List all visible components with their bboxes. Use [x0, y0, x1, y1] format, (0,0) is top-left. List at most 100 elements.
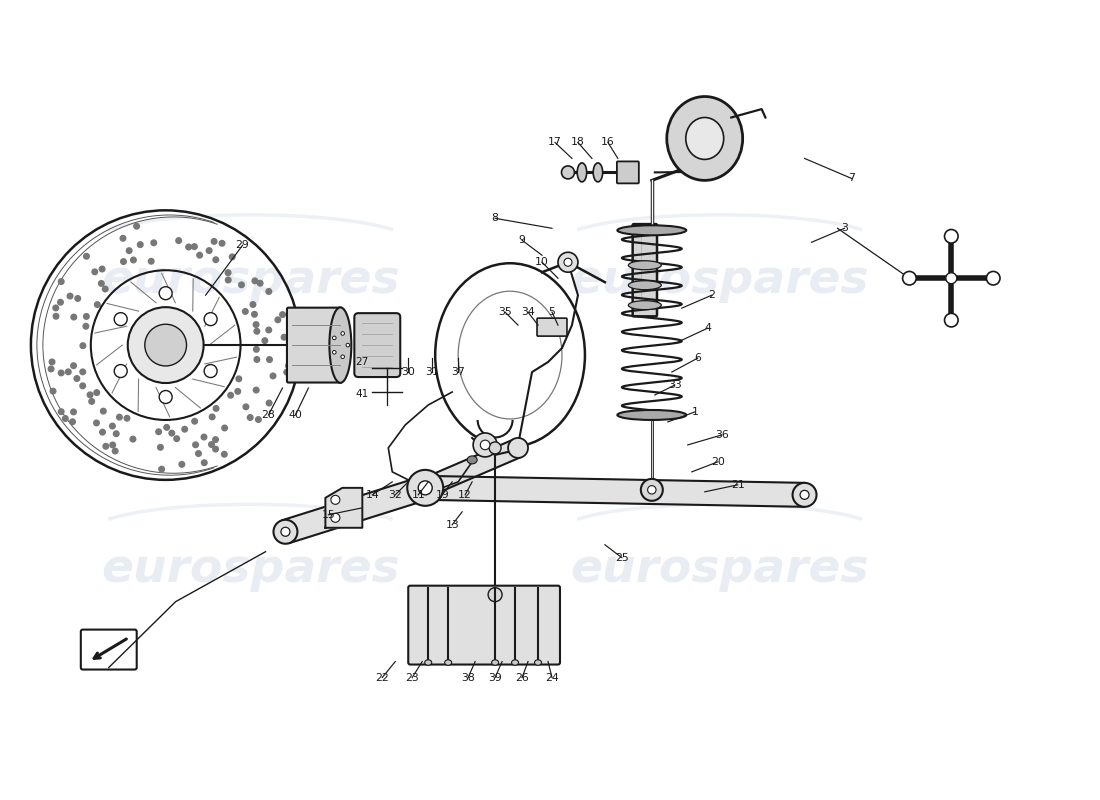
- Circle shape: [70, 409, 76, 414]
- Circle shape: [243, 404, 249, 410]
- Text: 31: 31: [426, 367, 439, 377]
- Circle shape: [182, 426, 187, 432]
- Text: 13: 13: [446, 520, 459, 530]
- Circle shape: [158, 466, 164, 472]
- Text: 12: 12: [459, 490, 472, 500]
- Text: 27: 27: [355, 357, 368, 367]
- Circle shape: [282, 334, 287, 340]
- Circle shape: [80, 383, 86, 389]
- Circle shape: [130, 436, 135, 442]
- Polygon shape: [425, 476, 805, 507]
- Circle shape: [164, 425, 169, 430]
- Circle shape: [58, 370, 64, 376]
- Text: 24: 24: [546, 673, 559, 682]
- Circle shape: [331, 495, 340, 504]
- Text: 28: 28: [262, 410, 275, 420]
- Circle shape: [211, 238, 217, 244]
- Circle shape: [50, 359, 55, 365]
- Circle shape: [102, 286, 108, 292]
- Circle shape: [120, 235, 125, 241]
- FancyBboxPatch shape: [617, 162, 639, 183]
- Circle shape: [286, 363, 292, 369]
- Circle shape: [221, 451, 227, 457]
- Circle shape: [57, 299, 64, 305]
- Circle shape: [222, 425, 228, 430]
- Circle shape: [945, 314, 958, 327]
- Ellipse shape: [685, 118, 724, 159]
- FancyBboxPatch shape: [632, 224, 657, 316]
- Circle shape: [201, 434, 207, 440]
- Text: 4: 4: [704, 323, 712, 333]
- Text: 29: 29: [235, 240, 250, 250]
- FancyBboxPatch shape: [287, 308, 342, 382]
- Circle shape: [235, 389, 241, 394]
- Circle shape: [124, 415, 130, 421]
- Circle shape: [473, 433, 497, 457]
- Circle shape: [561, 166, 574, 179]
- Circle shape: [74, 376, 79, 382]
- Polygon shape: [282, 477, 429, 543]
- Circle shape: [160, 286, 173, 300]
- Circle shape: [341, 355, 344, 358]
- Text: 1: 1: [691, 407, 698, 417]
- Text: 8: 8: [492, 214, 498, 223]
- Circle shape: [196, 450, 201, 456]
- Circle shape: [205, 365, 217, 378]
- Circle shape: [255, 417, 261, 422]
- Circle shape: [945, 230, 958, 243]
- Text: 23: 23: [406, 673, 419, 682]
- Circle shape: [407, 470, 443, 506]
- Circle shape: [138, 242, 143, 247]
- Circle shape: [271, 373, 276, 378]
- Circle shape: [117, 414, 122, 420]
- Text: 26: 26: [515, 673, 529, 682]
- Circle shape: [253, 387, 258, 393]
- Ellipse shape: [617, 226, 686, 235]
- Circle shape: [80, 343, 86, 349]
- Circle shape: [100, 408, 106, 414]
- Circle shape: [252, 278, 257, 284]
- Circle shape: [946, 273, 957, 284]
- Circle shape: [53, 305, 58, 310]
- Circle shape: [131, 257, 136, 262]
- Text: 11: 11: [411, 490, 425, 500]
- Text: 19: 19: [436, 490, 449, 500]
- Circle shape: [84, 254, 89, 259]
- Circle shape: [242, 309, 249, 314]
- Circle shape: [192, 442, 198, 447]
- Circle shape: [418, 481, 432, 495]
- Circle shape: [209, 414, 214, 420]
- Text: eurospares: eurospares: [571, 547, 869, 592]
- Text: 14: 14: [365, 490, 380, 500]
- Circle shape: [266, 289, 272, 294]
- FancyBboxPatch shape: [354, 313, 400, 377]
- Circle shape: [254, 329, 260, 334]
- Ellipse shape: [329, 307, 351, 383]
- Circle shape: [72, 314, 77, 320]
- Circle shape: [70, 363, 76, 369]
- Ellipse shape: [535, 660, 541, 666]
- Text: 18: 18: [571, 138, 585, 147]
- Circle shape: [58, 278, 64, 284]
- FancyBboxPatch shape: [408, 586, 560, 665]
- Text: 41: 41: [355, 389, 368, 399]
- Ellipse shape: [593, 163, 603, 182]
- Circle shape: [212, 446, 219, 452]
- Circle shape: [112, 448, 118, 454]
- Circle shape: [275, 317, 280, 322]
- Circle shape: [239, 282, 244, 288]
- Circle shape: [179, 462, 185, 467]
- Text: 9: 9: [518, 235, 526, 246]
- Circle shape: [89, 398, 95, 404]
- Text: 17: 17: [548, 138, 562, 147]
- Text: 34: 34: [521, 307, 535, 317]
- Circle shape: [257, 281, 263, 286]
- Circle shape: [113, 431, 119, 437]
- Ellipse shape: [425, 660, 431, 666]
- Circle shape: [228, 393, 233, 398]
- Circle shape: [280, 527, 290, 536]
- Text: eurospares: eurospares: [101, 547, 399, 592]
- Ellipse shape: [628, 301, 661, 310]
- Polygon shape: [421, 439, 521, 497]
- Circle shape: [346, 343, 350, 347]
